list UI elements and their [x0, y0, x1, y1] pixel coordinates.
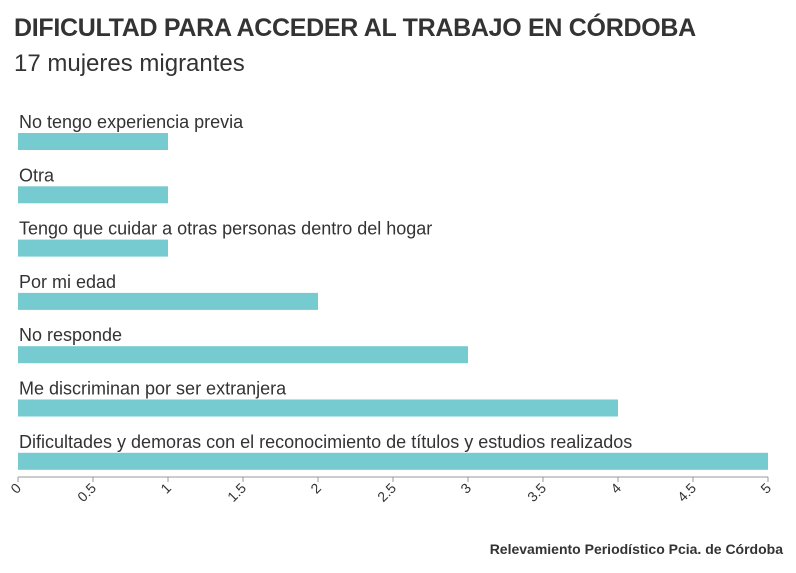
bar	[18, 239, 168, 257]
category-label: No responde	[19, 325, 122, 345]
chart-subtitle: 17 mujeres migrantes	[14, 50, 245, 77]
x-tick-label: 3.5	[524, 480, 549, 505]
bar	[18, 452, 768, 470]
bar	[18, 399, 618, 417]
category-label: Tengo que cuidar a otras personas dentro…	[19, 219, 432, 239]
x-tick-label: 0.5	[74, 480, 99, 505]
x-tick-label: 4	[607, 480, 624, 497]
bar	[18, 292, 318, 310]
x-tick-label: 5	[757, 480, 774, 497]
x-tick-label: 3	[457, 480, 474, 497]
x-tick-label: 2	[307, 480, 324, 497]
source-credit: Relevamiento Periodístico Pcia. de Córdo…	[489, 541, 783, 557]
category-label: No tengo experiencia previa	[19, 112, 244, 132]
x-tick-label: 4.5	[674, 480, 699, 505]
category-label: Por mi edad	[19, 272, 116, 292]
category-label: Otra	[19, 165, 55, 185]
x-tick-label: 1.5	[224, 480, 249, 505]
x-tick-label: 1	[157, 480, 174, 497]
x-tick-label: 0	[7, 480, 24, 497]
x-tick-label: 2.5	[374, 480, 399, 505]
bar	[18, 346, 468, 364]
bar	[18, 186, 168, 204]
category-label: Dificultades y demoras con el reconocimi…	[19, 432, 632, 452]
category-label: Me discriminan por ser extranjera	[19, 379, 287, 399]
bar	[18, 133, 168, 150]
chart-title: DIFICULTAD PARA ACCEDER AL TRABAJO EN CÓ…	[14, 14, 696, 42]
